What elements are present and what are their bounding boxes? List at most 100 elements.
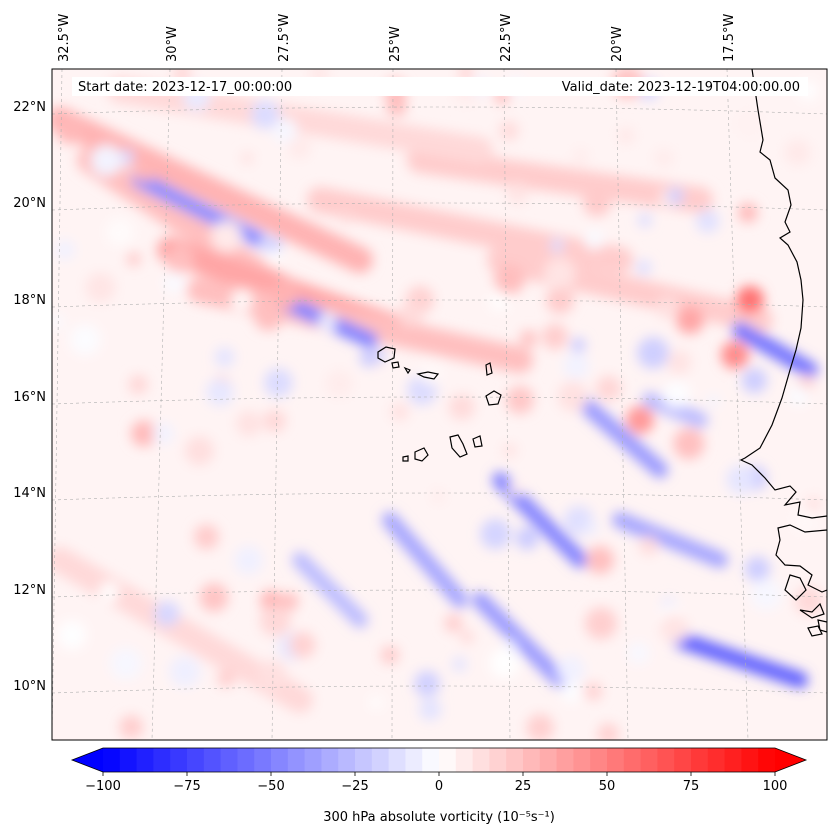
negative-vorticity-streak <box>472 592 568 688</box>
colorbar-cell <box>388 748 406 772</box>
colorbar-cell <box>590 748 608 772</box>
colorbar-cell <box>741 748 759 772</box>
vorticity-speckle <box>152 422 174 445</box>
negative-vorticity-streak <box>732 322 818 378</box>
colorbar-cell <box>153 748 171 772</box>
vorticity-speckle <box>257 660 287 690</box>
vorticity-speckle <box>206 378 234 406</box>
lon-label-30w: 30°W <box>165 26 180 62</box>
vorticity-speckle <box>597 723 619 740</box>
graticule <box>52 69 827 740</box>
vorticity-speckle <box>98 581 120 603</box>
vorticity-speckle <box>707 394 720 407</box>
colorbar-cell <box>187 748 205 772</box>
island-sao-nicolau <box>416 371 440 380</box>
vorticity-speckle <box>230 289 253 312</box>
island-fogo <box>414 447 429 462</box>
parallel-line <box>52 492 827 501</box>
colorbar-scale <box>103 748 776 772</box>
vorticity-speckle <box>784 139 811 166</box>
vorticity-speckle <box>638 213 652 228</box>
vorticity-speckle <box>502 443 517 458</box>
colorbar-extend-min <box>72 748 103 772</box>
latitude-labels: 22°N 20°N 18°N 16°N 14°N 12°N 10°N <box>13 100 46 694</box>
positive-vorticity-blob <box>166 246 194 274</box>
colorbar-cell <box>573 748 591 772</box>
positive-vorticity-blob <box>271 281 299 309</box>
lat-label-18n: 18°N <box>13 293 46 308</box>
vorticity-speckle <box>359 348 379 367</box>
colorbar-cell <box>136 748 154 772</box>
positive-vorticity-blob <box>56 116 84 144</box>
meridian-line <box>271 69 283 740</box>
vorticity-speckle <box>448 393 475 421</box>
vorticity-speckle <box>662 379 691 409</box>
vorticity-speckle <box>673 428 705 460</box>
map-panel: Start date: 2023-12-17_00:00:00 Valid_da… <box>51 68 828 741</box>
vorticity-speckle <box>69 324 101 356</box>
vorticity-speckle <box>398 301 424 327</box>
negative-vorticity-streak <box>292 552 368 628</box>
colorbar-tick-label: −50 <box>257 779 284 794</box>
island-maio <box>472 435 483 448</box>
colorbar-tick-label: 50 <box>599 779 616 794</box>
cape-verde-islands <box>377 346 502 462</box>
lat-label-14n: 14°N <box>13 486 46 501</box>
vorticity-speckle <box>734 108 765 140</box>
vorticity-speckle <box>570 337 586 353</box>
vorticity-speckle <box>557 381 588 412</box>
lon-label-32-5w: 32.5°W <box>57 14 72 62</box>
colorbar-cell <box>355 748 373 772</box>
vorticity-speckle <box>452 657 467 672</box>
vorticity-speckle <box>169 656 201 688</box>
vorticity-speckle <box>236 410 262 437</box>
negative-vorticity-streak <box>382 512 468 608</box>
colorbar-cell <box>422 748 440 772</box>
parallel-line <box>52 396 827 405</box>
vorticity-speckle <box>550 238 564 253</box>
colorbar-cell <box>371 748 389 772</box>
vorticity-band <box>487 247 773 333</box>
colorbar-cell <box>321 748 339 772</box>
negative-vorticity-streak <box>612 512 728 568</box>
lon-label-27-5w: 27.5°W <box>277 14 292 62</box>
positive-vorticity-blob <box>676 306 704 334</box>
vorticity-speckle <box>459 69 472 79</box>
lat-label-22n: 22°N <box>13 100 46 115</box>
vorticity-speckle <box>110 647 142 680</box>
colorbar-cell <box>556 748 574 772</box>
vorticity-speckle <box>787 385 809 406</box>
vorticity-speckle <box>369 696 383 709</box>
vorticity-speckle <box>506 182 529 205</box>
vorticity-speckle <box>264 368 293 398</box>
island-santiago <box>449 434 468 458</box>
vorticity-speckle <box>250 100 280 129</box>
vorticity-speckle <box>373 349 387 362</box>
vorticity-speckle <box>90 144 123 177</box>
vorticity-speckle <box>318 312 337 331</box>
colorbar-cell <box>304 748 322 772</box>
vorticity-speckle <box>263 409 287 433</box>
longitude-labels: 32.5°W 30°W 27.5°W 25°W 22.5°W 20°W 17.5… <box>57 14 737 62</box>
vorticity-speckle <box>636 259 652 276</box>
vorticity-speckle <box>199 583 229 612</box>
colorbar-cell <box>237 748 255 772</box>
vorticity-speckle <box>480 518 511 550</box>
vorticity-speckle <box>418 359 444 385</box>
colorbar-cell <box>523 748 541 772</box>
vorticity-speckle <box>241 152 254 165</box>
positive-vorticity-blob <box>546 286 574 314</box>
colorbar-cell <box>607 748 625 772</box>
vorticity-speckle <box>289 631 316 658</box>
vorticity-speckle <box>489 648 520 678</box>
vorticity-speckle <box>184 436 215 466</box>
vorticity-speckle <box>119 149 135 164</box>
vorticity-speckle <box>583 520 599 536</box>
vorticity-speckle <box>52 314 64 329</box>
vorticity-speckle <box>556 655 585 684</box>
colorbar-cell <box>271 748 289 772</box>
vorticity-speckle <box>617 127 635 145</box>
vorticity-speckle <box>744 556 771 582</box>
lat-label-20n: 20°N <box>13 196 46 211</box>
